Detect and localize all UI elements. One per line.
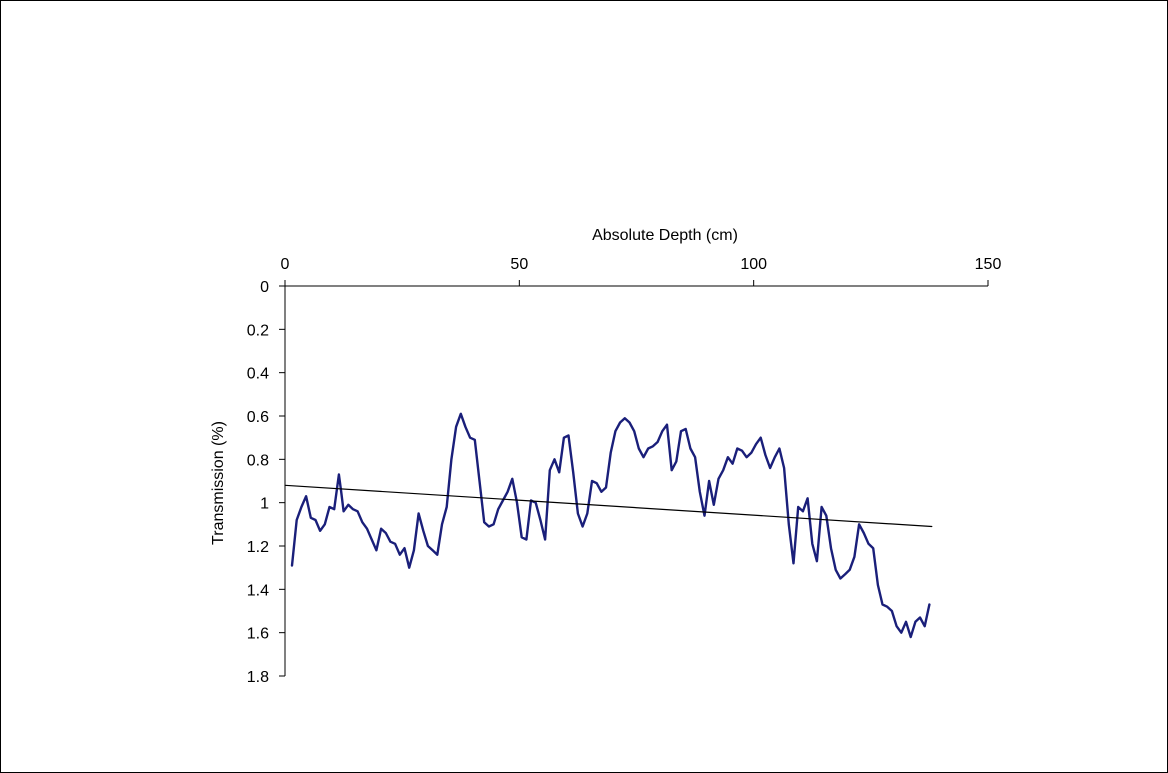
y-tick-label: 0.8	[247, 452, 269, 469]
y-tick-label: 0.2	[247, 322, 269, 339]
y-tick-label: 1.2	[247, 539, 269, 556]
y-tick-label: 0.4	[247, 366, 269, 383]
y-tick-label: 1.6	[247, 626, 269, 643]
y-axis-title: Transmission (%)	[210, 421, 227, 545]
x-axis-title: Absolute Depth (cm)	[592, 227, 738, 244]
y-tick-label: 0	[260, 279, 269, 296]
y-tick-label: 1.4	[247, 582, 269, 599]
x-tick-label: 100	[740, 256, 767, 273]
transmission-series-line	[290, 412, 931, 639]
y-tick-label: 1	[260, 496, 269, 513]
y-tick-label: 1.8	[247, 669, 269, 686]
trendline	[284, 484, 933, 528]
x-tick-label: 50	[510, 256, 528, 273]
axes: 0 50 100 150 0 0.2 0.4 0.6 0.8 1 1.2 1.4 1.6 1.8	[247, 256, 1002, 686]
y-tick-label: 0.6	[247, 409, 269, 426]
plot-area	[284, 412, 933, 639]
x-tick-label: 0	[281, 256, 290, 273]
x-tick-label: 150	[975, 256, 1002, 273]
